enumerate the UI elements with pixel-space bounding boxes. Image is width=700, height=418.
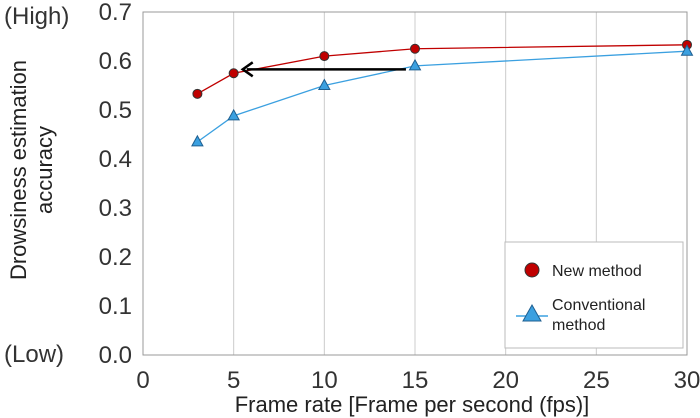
data-point: [680, 44, 694, 56]
x-tick-label: 10: [311, 367, 338, 394]
series-layer: [191, 39, 694, 147]
y-tick-label: 0.7: [99, 0, 132, 26]
x-axis-title: Frame rate [Frame per second (fps)]: [235, 392, 590, 417]
legend-box: [504, 241, 684, 349]
y-high-annotation: (High): [4, 3, 69, 30]
data-point: [227, 108, 241, 121]
x-tick-label: 15: [402, 367, 429, 394]
y-tick-label: 0.6: [99, 48, 132, 75]
tick-labels: 0 5 10 15 20 25 30 0.0 0.1 0.2 0.3 0.4 0.5 0.6 0.7: [99, 0, 700, 394]
data-point: [191, 134, 204, 147]
y-tick-label: 0.4: [99, 146, 132, 173]
data-point: [192, 88, 203, 99]
x-tick-label: 30: [674, 367, 700, 394]
series-line-1: [197, 50, 688, 143]
legend-conventional-label-line-2: method: [552, 317, 605, 334]
data-point: [317, 78, 331, 90]
y-tick-label: 0.2: [99, 244, 132, 271]
x-tick-label: 0: [136, 367, 149, 394]
y-axis-title-line-2: accuracy: [32, 126, 57, 214]
x-tick-label: 25: [583, 367, 610, 394]
x-tick-label: 20: [492, 367, 519, 394]
legend-conventional-label-line-1: Conventional: [552, 297, 645, 314]
legend-new-method-label: New method: [552, 263, 642, 280]
y-axis-title-line-1: Drowsiness estimation: [6, 60, 31, 280]
y-tick-label: 0.1: [99, 293, 132, 320]
y-tick-label: 0.3: [99, 195, 132, 222]
plot-area: [142, 11, 688, 356]
legend: New method Conventional method: [504, 241, 684, 349]
arrow-head: [240, 61, 254, 78]
data-point: [410, 43, 420, 54]
legend-conventional-marker: [522, 303, 542, 322]
y-tick-label: 0.5: [99, 97, 132, 124]
y-tick-label: 0.0: [99, 342, 132, 369]
legend-new-method-marker: [524, 262, 540, 278]
y-low-annotation: (Low): [4, 341, 64, 368]
annotation-arrow: [240, 61, 406, 78]
data-point: [408, 58, 422, 71]
data-point: [319, 51, 330, 62]
x-tick-label: 5: [227, 367, 240, 394]
data-point: [228, 68, 239, 79]
